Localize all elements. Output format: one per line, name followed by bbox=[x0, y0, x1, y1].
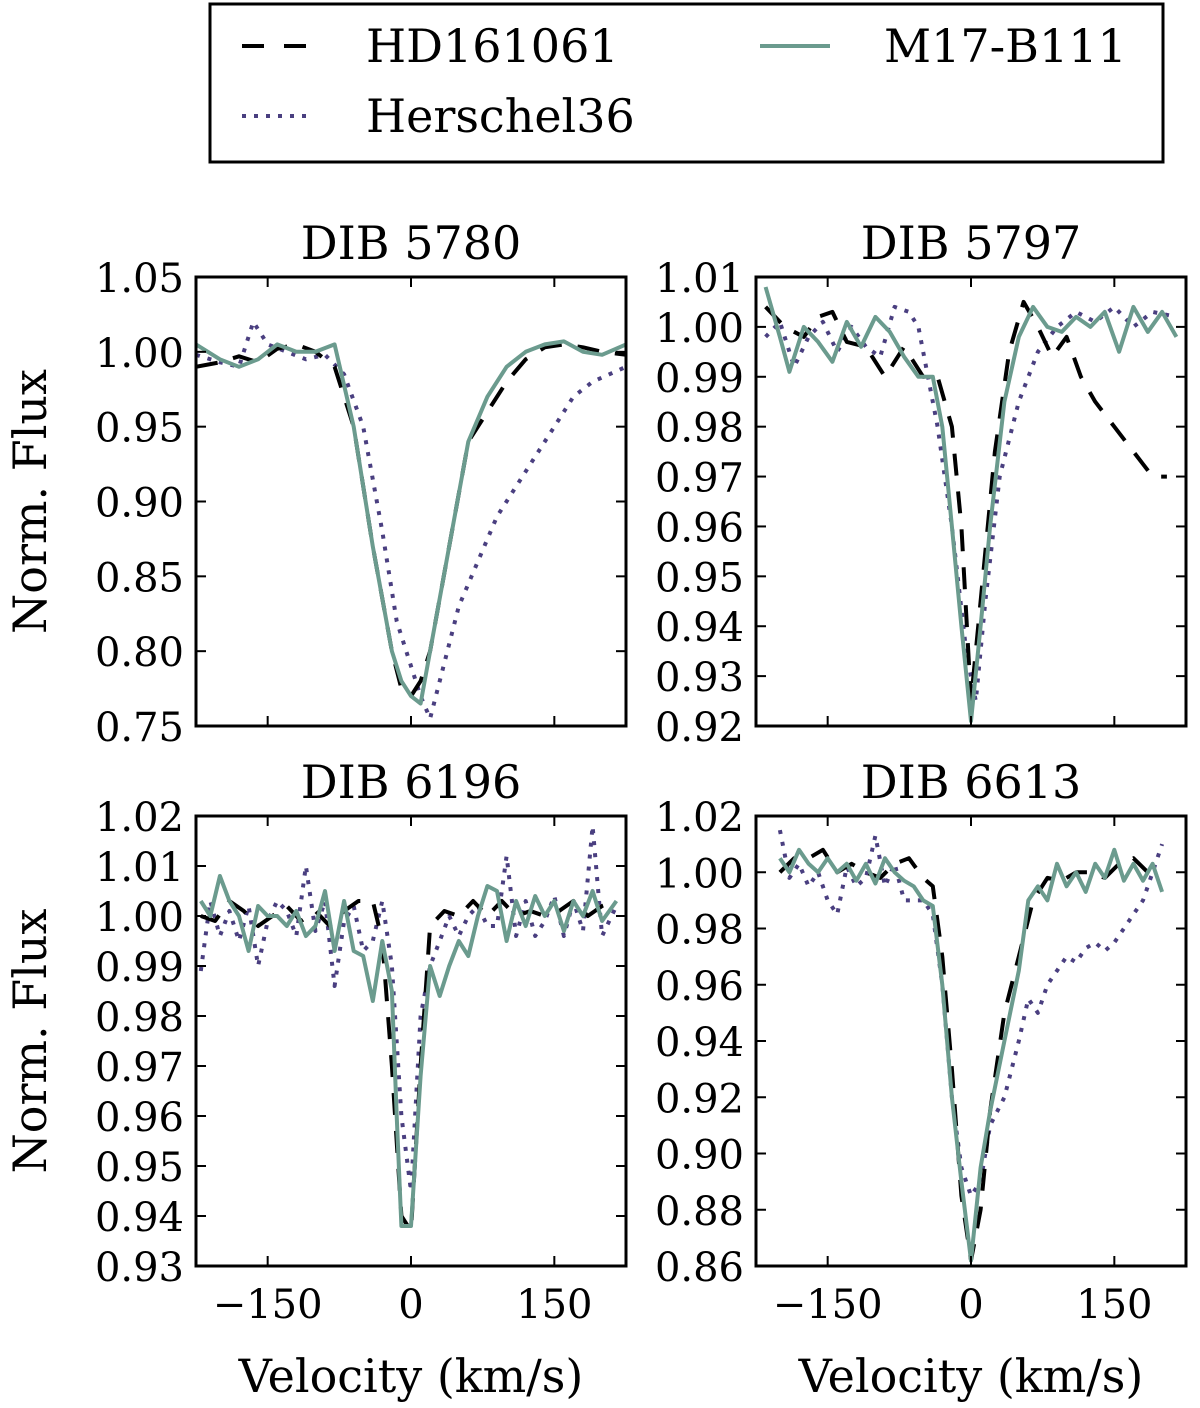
chart-2-ytick-label: 0.93 bbox=[95, 1245, 184, 1291]
chart-2-ytick-label: 1.02 bbox=[95, 795, 184, 841]
chart-2-ytick-label: 0.99 bbox=[95, 945, 184, 991]
chart-3-ytick-label: 0.98 bbox=[655, 908, 744, 954]
chart-0-ytick-label: 0.75 bbox=[95, 705, 184, 751]
chart-3-series-herschel36 bbox=[777, 829, 1164, 1198]
legend: HD161061 M17-B111 Herschel36 bbox=[208, 2, 1165, 164]
chart-1-ytick-label: 0.96 bbox=[655, 505, 744, 551]
chart-1-ytick-label: 0.94 bbox=[655, 605, 744, 651]
chart-1-series-m17-b111 bbox=[763, 286, 1179, 723]
chart-3-ytick-label: 0.96 bbox=[655, 964, 744, 1010]
legend-entry-m17-b111: M17-B111 bbox=[760, 19, 1127, 73]
chart-2-xtick-label: 150 bbox=[516, 1282, 592, 1328]
panel-dib-5780: DIB 5780 0.75 0.80 0.85 0.90 0.95 1.00 1.05 Norm… bbox=[3, 216, 628, 751]
chart-1-ytick-label: 0.92 bbox=[655, 705, 744, 751]
chart-3-frame bbox=[754, 814, 1188, 1268]
chart-2-ytick-label: 0.98 bbox=[95, 995, 184, 1041]
chart-3-title: DIB 6613 bbox=[861, 755, 1082, 809]
chart-2-xtick-label: 0 bbox=[398, 1282, 423, 1328]
chart-1-ytick-label: 0.95 bbox=[655, 555, 744, 601]
chart-3-xtick-label: 150 bbox=[1076, 1282, 1152, 1328]
chart-0-ylabel: Norm. Flux bbox=[3, 369, 57, 634]
legend-frame bbox=[208, 2, 1165, 164]
chart-2-ylabel: Norm. Flux bbox=[3, 908, 57, 1173]
chart-0-series-hd161061 bbox=[196, 342, 626, 699]
chart-2-series-group bbox=[198, 824, 619, 1233]
chart-3-xtick-label: 0 bbox=[958, 1282, 983, 1328]
chart-1-ytick-label: 0.97 bbox=[655, 456, 744, 502]
chart-3-xtick-label: −150 bbox=[773, 1282, 883, 1328]
legend-entry-hd161061: HD161061 bbox=[242, 19, 619, 73]
chart-0-title: DIB 5780 bbox=[301, 216, 522, 270]
chart-2-xtick-label: −150 bbox=[213, 1282, 323, 1328]
chart-3-ytick-label: 0.88 bbox=[655, 1189, 744, 1235]
chart-2-series-m17-b111 bbox=[199, 874, 619, 1228]
chart-3-ytick-label: 1.02 bbox=[655, 795, 744, 841]
chart-0-series-m17-b111 bbox=[196, 339, 626, 706]
chart-3-series-group bbox=[777, 829, 1164, 1263]
chart-2-ytick-label: 1.00 bbox=[95, 895, 184, 941]
chart-0-ytick-label: 0.85 bbox=[95, 555, 184, 601]
chart-0-ytick-label: 1.05 bbox=[95, 256, 184, 302]
chart-1-ytick-label: 0.93 bbox=[655, 655, 744, 701]
chart-3-ytick-label: 1.00 bbox=[655, 851, 744, 897]
chart-0-series-group bbox=[196, 319, 626, 721]
chart-3-ytick-label: 0.94 bbox=[655, 1020, 744, 1066]
chart-0-series-herschel36 bbox=[196, 319, 626, 721]
chart-2-ytick-label: 0.94 bbox=[95, 1195, 184, 1241]
chart-2-ytick-label: 0.95 bbox=[95, 1145, 184, 1191]
chart-2-ytick-label: 1.01 bbox=[95, 845, 184, 891]
chart-3-ytick-label: 0.90 bbox=[655, 1133, 744, 1179]
legend-label-herschel36: Herschel36 bbox=[366, 89, 635, 143]
chart-2-ytick-label: 0.97 bbox=[95, 1045, 184, 1091]
chart-3-series-m17-b111 bbox=[778, 847, 1164, 1263]
chart-1-ytick-label: 0.99 bbox=[655, 356, 744, 402]
chart-1-series-group bbox=[763, 286, 1179, 723]
panel-dib-5797: DIB 5797 0.920.930.940.950.960.970.980.99… bbox=[655, 216, 1188, 751]
chart-1-series-hd161061 bbox=[764, 299, 1167, 704]
panel-dib-6196: DIB 6196 0.930.940.950.960.970.980.991.00… bbox=[3, 755, 628, 1403]
panel-dib-6613: DIB 6613 0.86 0.88 0.90 0.92 0.94 0.96 0.98 1.00… bbox=[655, 755, 1188, 1403]
chart-3-xlabel: Velocity (km/s) bbox=[798, 1349, 1144, 1403]
chart-2-title: DIB 6196 bbox=[301, 755, 522, 809]
chart-2-series-hd161061 bbox=[200, 899, 618, 1233]
chart-1-ytick-label: 0.98 bbox=[655, 406, 744, 452]
legend-label-m17-b111: M17-B111 bbox=[884, 19, 1127, 73]
chart-1-series-herschel36 bbox=[764, 304, 1177, 704]
chart-0-ytick-label: 1.00 bbox=[95, 331, 184, 377]
chart-1-ytick-label: 1.00 bbox=[655, 306, 744, 352]
chart-2-xlabel: Velocity (km/s) bbox=[238, 1349, 584, 1403]
chart-0-ytick-label: 0.80 bbox=[95, 630, 184, 676]
chart-2-ytick-label: 0.96 bbox=[95, 1095, 184, 1141]
chart-3-ytick-label: 0.92 bbox=[655, 1076, 744, 1122]
chart-2-series-herschel36 bbox=[198, 824, 619, 1193]
chart-0-ytick-label: 0.90 bbox=[95, 481, 184, 527]
legend-label-hd161061: HD161061 bbox=[366, 19, 619, 73]
chart-3-ytick-label: 0.86 bbox=[655, 1245, 744, 1291]
chart-1-title: DIB 5797 bbox=[861, 216, 1082, 270]
legend-entry-herschel36: Herschel36 bbox=[242, 89, 635, 143]
chart-1-ytick-label: 1.01 bbox=[655, 256, 744, 302]
chart-0-ytick-label: 0.95 bbox=[95, 406, 184, 452]
